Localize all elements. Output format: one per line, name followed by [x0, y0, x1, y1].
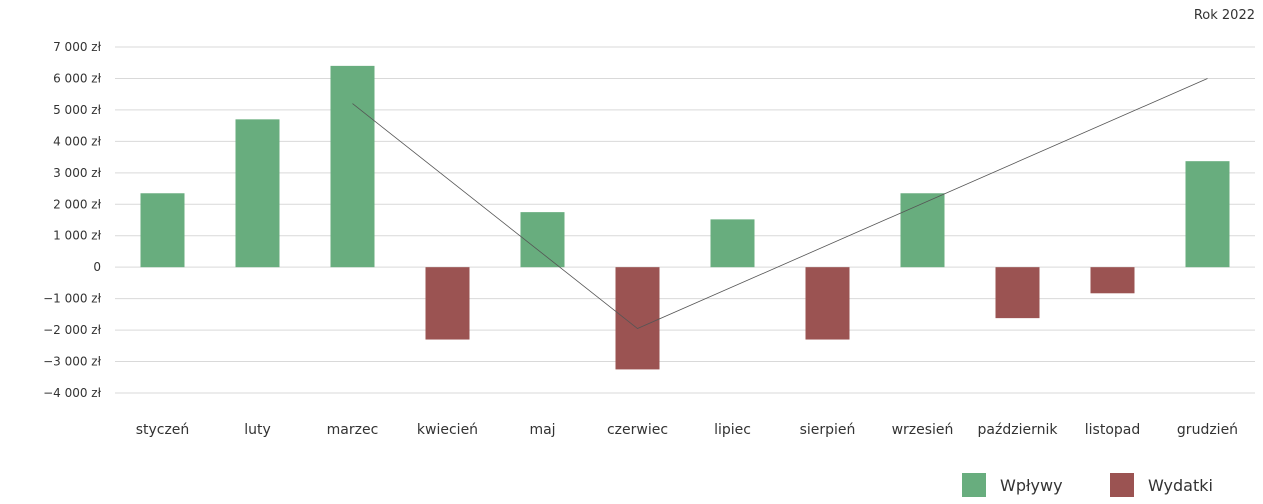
x-tick-label: wrzesień — [892, 422, 954, 438]
x-tick-label: październik — [978, 422, 1059, 438]
bar — [235, 119, 280, 268]
y-tick-label: −4 000 zł — [43, 386, 102, 400]
y-tick-label: 2 000 zł — [53, 197, 101, 211]
x-tick-label: kwiecień — [417, 422, 478, 438]
x-tick-label: lipiec — [714, 422, 751, 438]
y-tick-label: 7 000 zł — [53, 40, 101, 54]
y-tick-label: 1 000 zł — [53, 229, 101, 243]
legend-swatch-outflows — [1110, 473, 1134, 497]
x-tick-label: luty — [244, 422, 271, 438]
y-tick-label: 0 — [93, 260, 101, 274]
x-tick-label: grudzień — [1177, 422, 1238, 438]
x-tick-label: listopad — [1085, 422, 1140, 438]
bar — [805, 267, 850, 340]
y-tick-label: −3 000 zł — [43, 355, 102, 369]
bar — [520, 212, 565, 268]
legend-label-inflows: Wpływy — [1000, 475, 1063, 495]
bar — [615, 267, 660, 370]
y-tick-label: 5 000 zł — [53, 103, 101, 117]
legend-item-inflows[interactable]: Wpływy — [962, 472, 1063, 498]
bar — [995, 267, 1040, 319]
y-tick-label: −1 000 zł — [43, 292, 102, 306]
year-label: Rok 2022 — [1193, 8, 1255, 23]
bar — [140, 193, 185, 268]
trend-line — [352, 78, 1208, 329]
x-tick-label: marzec — [327, 422, 379, 438]
y-tick-label: 4 000 zł — [53, 134, 101, 148]
legend-swatch-inflows — [962, 473, 986, 497]
x-tick-label: sierpień — [800, 422, 856, 438]
legend-item-outflows[interactable]: Wydatki — [1110, 472, 1213, 498]
bar — [330, 65, 375, 268]
x-tick-label: czerwiec — [607, 422, 668, 438]
x-tick-label: styczeń — [136, 422, 190, 438]
y-tick-label: 6 000 zł — [53, 71, 101, 85]
y-tick-label: 3 000 zł — [53, 166, 101, 180]
x-tick-label: maj — [529, 422, 555, 438]
bar — [710, 219, 755, 268]
bar — [900, 193, 945, 268]
y-tick-label: −2 000 zł — [43, 323, 102, 337]
legend-label-outflows: Wydatki — [1148, 475, 1213, 495]
bar — [1090, 267, 1135, 294]
bar — [1185, 161, 1230, 268]
bar — [425, 267, 470, 340]
